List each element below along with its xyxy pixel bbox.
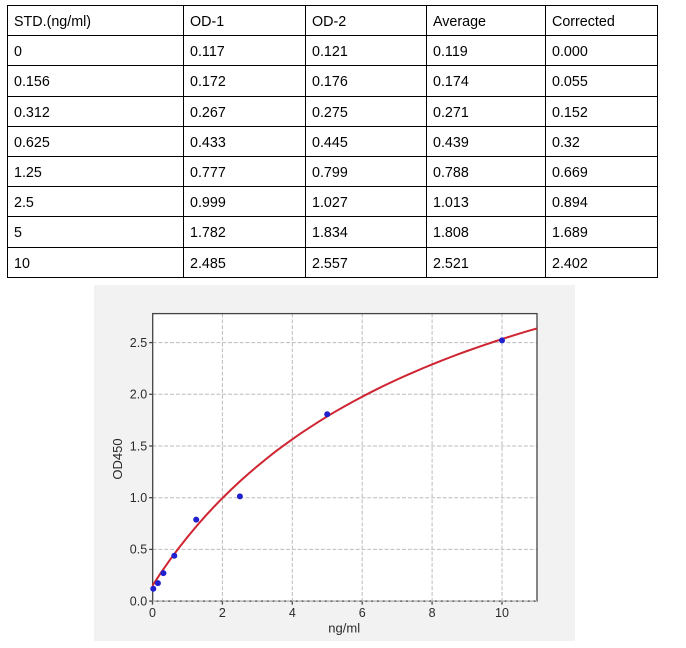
svg-text:2.0: 2.0 [129, 388, 146, 402]
svg-text:6: 6 [358, 606, 365, 620]
svg-text:2.5: 2.5 [129, 336, 146, 350]
svg-text:OD450: OD450 [110, 438, 125, 479]
svg-text:2: 2 [219, 606, 226, 620]
svg-text:0.5: 0.5 [129, 543, 146, 557]
svg-text:1.0: 1.0 [129, 491, 146, 505]
svg-text:0.0: 0.0 [129, 594, 146, 608]
svg-text:10: 10 [495, 606, 509, 620]
svg-text:ng/ml: ng/ml [328, 620, 360, 635]
svg-text:4: 4 [289, 606, 296, 620]
svg-text:0: 0 [149, 606, 156, 620]
svg-text:1.5: 1.5 [129, 439, 146, 453]
svg-text:8: 8 [428, 606, 435, 620]
